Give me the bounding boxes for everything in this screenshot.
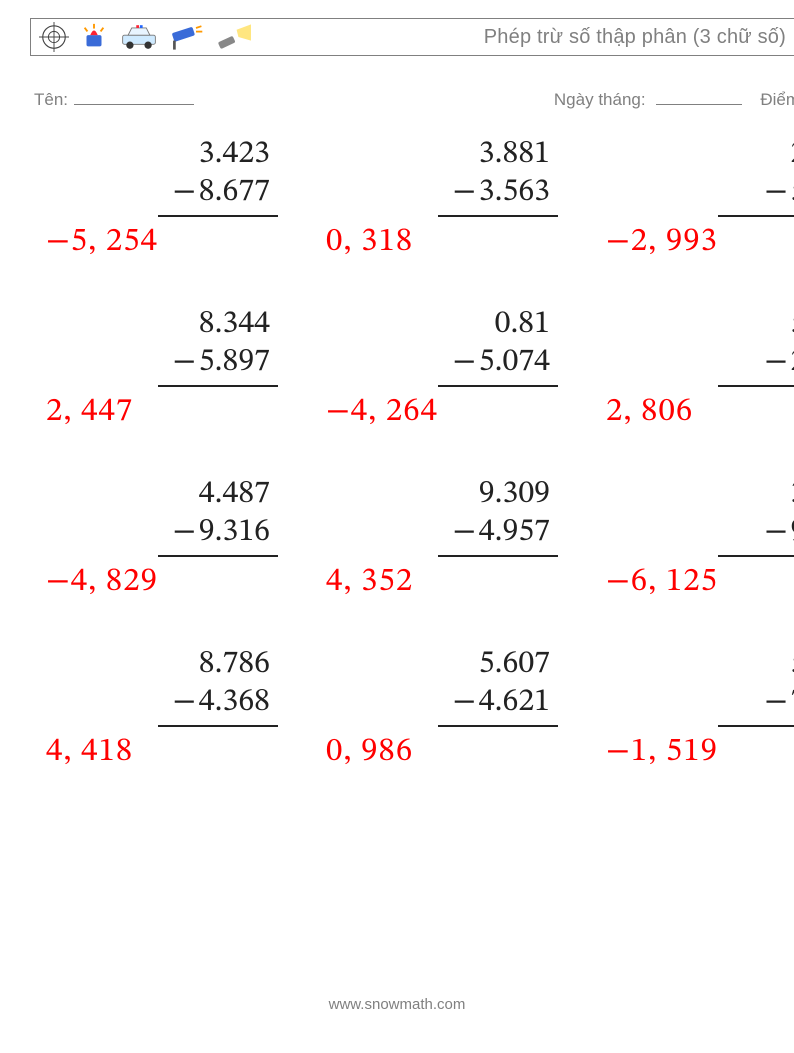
subtrahend: −7.1 — [790, 683, 794, 721]
problem: 3.423−8.677 −5, 254 — [40, 135, 320, 305]
problem-operands: 9.309−4.957 — [479, 475, 550, 551]
problem-rule — [718, 555, 794, 557]
minuend: 8.786 — [199, 645, 270, 683]
subtrahend: −3.563 — [479, 173, 550, 211]
problem-operands: 5.1−2.3 — [790, 305, 794, 381]
minuend: 5.6 — [790, 645, 794, 683]
minuend: 4.487 — [199, 475, 270, 513]
problem-operands: 2.8−5.8 — [790, 135, 794, 211]
subtrahend: −4.621 — [479, 683, 550, 721]
header-icons — [31, 22, 251, 52]
problem: 9.309−4.957 4, 352 — [320, 475, 600, 645]
score-label: Điểm — [760, 90, 794, 109]
answer: −4, 264 — [326, 391, 438, 432]
problem-rule — [438, 555, 558, 557]
problem-rule — [718, 725, 794, 727]
flashlight-icon — [215, 22, 251, 52]
problem: 8.344−5.897 2, 447 — [40, 305, 320, 475]
answer: −5, 254 — [46, 221, 158, 262]
subtrahend: −9.316 — [199, 513, 270, 551]
problem-rule — [438, 725, 558, 727]
cctv-icon — [169, 22, 205, 52]
problem-operands: 5.607−4.621 — [479, 645, 550, 721]
subtrahend: −5.897 — [199, 343, 270, 381]
police-car-icon — [119, 22, 159, 52]
problem-operands: 8.344−5.897 — [199, 305, 270, 381]
date-blank[interactable] — [656, 90, 742, 105]
crosshair-icon — [39, 22, 69, 52]
answer: −2, 993 — [606, 221, 718, 262]
footer-url: www.snowmath.com — [0, 996, 794, 1013]
problems-grid: 3.423−8.677−5, 2543.881−3.5630, 3182.8−5… — [40, 135, 794, 815]
problem-operands: 3.881−3.563 — [479, 135, 550, 211]
problem-rule — [158, 215, 278, 217]
answer: 0, 986 — [326, 731, 413, 772]
subtrahend: −5.074 — [479, 343, 550, 381]
minuend: 2.8 — [790, 135, 794, 173]
subtrahend: −4.957 — [479, 513, 550, 551]
problem-operands: 3.0−9.1 — [790, 475, 794, 551]
name-label: Tên: — [34, 90, 68, 110]
minuend: 3.0 — [790, 475, 794, 513]
problem-operands: 8.786−4.368 — [199, 645, 270, 721]
minuend: 9.309 — [479, 475, 550, 513]
problem-rule — [158, 385, 278, 387]
problem-rule — [438, 385, 558, 387]
problem-rule — [158, 555, 278, 557]
problem: 4.487−9.316 −4, 829 — [40, 475, 320, 645]
problem: 3.0−9.1 −6, 125 — [600, 475, 794, 645]
subtrahend: −5.8 — [790, 173, 794, 211]
answer: −6, 125 — [606, 561, 718, 602]
minuend: 3.881 — [479, 135, 550, 173]
date-label: Ngày tháng: — [554, 90, 646, 109]
problem: 8.786−4.368 4, 418 — [40, 645, 320, 815]
problem: 5.6−7.1 −1, 519 — [600, 645, 794, 815]
subtrahend: −9.1 — [790, 513, 794, 551]
answer: −4, 829 — [46, 561, 158, 602]
problem-rule — [158, 725, 278, 727]
problem: 5.1−2.3 2, 806 — [600, 305, 794, 475]
minuend: 8.344 — [199, 305, 270, 343]
answer: 2, 447 — [46, 391, 133, 432]
problem-operands: 5.6−7.1 — [790, 645, 794, 721]
problem-rule — [718, 385, 794, 387]
minuend: 5.607 — [479, 645, 550, 683]
problem-rule — [718, 215, 794, 217]
minuend: 0.81 — [479, 305, 550, 343]
header-bar: Phép trừ số thập phân (3 chữ số) — [30, 18, 794, 56]
minuend: 3.423 — [199, 135, 270, 173]
problem-operands: 0.81−5.074 — [479, 305, 550, 381]
subtrahend: −8.677 — [199, 173, 270, 211]
problem: 5.607−4.621 0, 986 — [320, 645, 600, 815]
problem: 2.8−5.8 −2, 993 — [600, 135, 794, 305]
subtrahend: −4.368 — [199, 683, 270, 721]
problem-operands: 3.423−8.677 — [199, 135, 270, 211]
answer: 2, 806 — [606, 391, 693, 432]
problem: 0.81−5.074 −4, 264 — [320, 305, 600, 475]
siren-icon — [79, 22, 109, 52]
problem: 3.881−3.563 0, 318 — [320, 135, 600, 305]
answer: 0, 318 — [326, 221, 413, 262]
worksheet-title: Phép trừ số thập phân (3 chữ số) — [484, 26, 794, 49]
answer: −1, 519 — [606, 731, 718, 772]
answer: 4, 352 — [326, 561, 413, 602]
problem-rule — [438, 215, 558, 217]
meta-row: Tên: Ngày tháng: Điểm — [34, 90, 794, 110]
subtrahend: −2.3 — [790, 343, 794, 381]
minuend: 5.1 — [790, 305, 794, 343]
answer: 4, 418 — [46, 731, 133, 772]
name-blank[interactable] — [74, 90, 194, 105]
problem-operands: 4.487−9.316 — [199, 475, 270, 551]
